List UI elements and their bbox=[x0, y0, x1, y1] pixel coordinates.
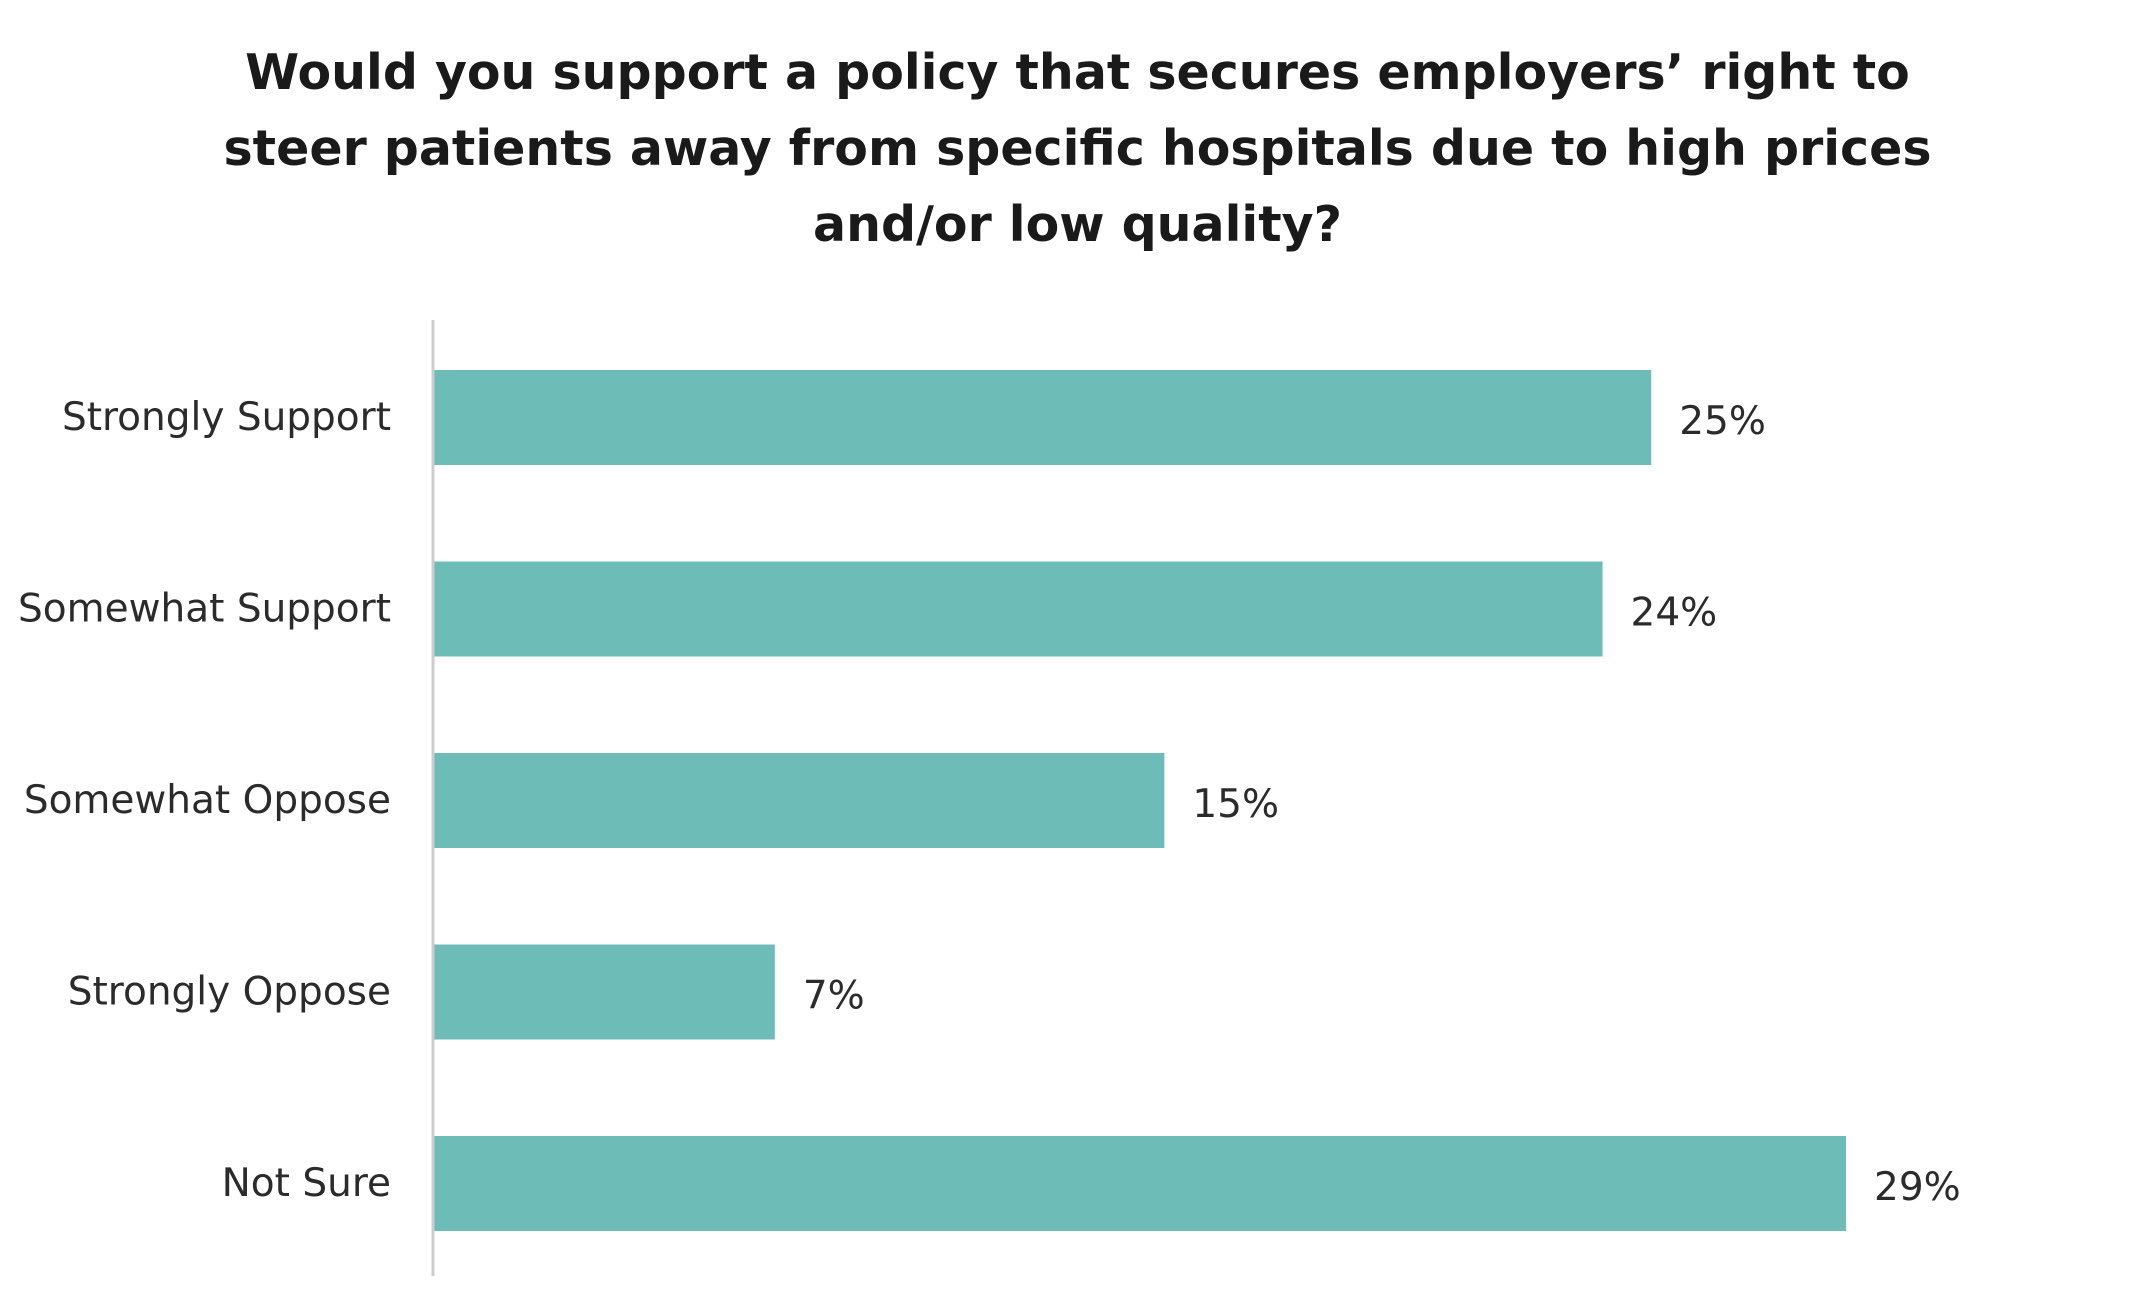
value-label-strongly-support: 25% bbox=[1679, 399, 1766, 444]
chart-title: Would you support a policy that secures … bbox=[223, 44, 1932, 253]
category-label-strongly-support: Strongly Support bbox=[62, 395, 391, 440]
value-label-not-sure: 29% bbox=[1874, 1165, 1961, 1210]
value-label-strongly-oppose: 7% bbox=[803, 974, 865, 1019]
category-label-strongly-oppose: Strongly Oppose bbox=[68, 970, 391, 1015]
bar-strongly-support bbox=[434, 370, 1652, 465]
category-label-not-sure: Not Sure bbox=[222, 1161, 391, 1206]
category-label-somewhat-support: Somewhat Support bbox=[18, 587, 391, 632]
bar-strongly-oppose bbox=[434, 944, 775, 1040]
labels-layer: Strongly Support 25% Somewhat Support 24% So… bbox=[18, 395, 1961, 1210]
bar-somewhat-oppose bbox=[434, 753, 1165, 848]
value-label-somewhat-support: 24% bbox=[1631, 591, 1718, 636]
category-label-somewhat-oppose: Somewhat Oppose bbox=[24, 778, 391, 823]
bar-somewhat-support bbox=[434, 561, 1603, 657]
bar-not-sure bbox=[434, 1136, 1846, 1231]
bars-layer bbox=[434, 370, 1846, 1231]
value-label-somewhat-oppose: 15% bbox=[1192, 782, 1279, 827]
